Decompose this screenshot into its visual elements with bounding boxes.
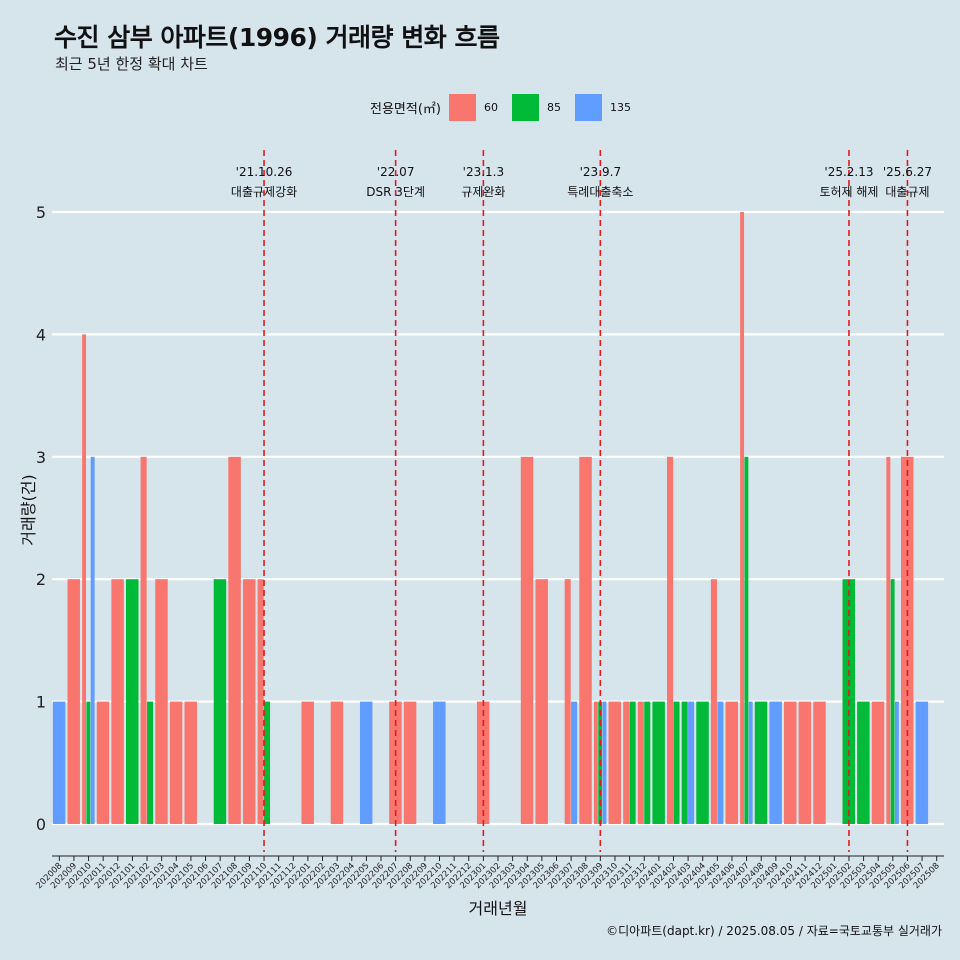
y-tick-label: 0 [36, 815, 46, 834]
source-caption: ©디아파트(dapt.kr) / 2025.08.05 / 자료=국토교통부 실… [606, 924, 942, 938]
bar-60-202504 [871, 701, 885, 824]
y-tick-label: 3 [36, 448, 46, 467]
bar-60-202307 [564, 579, 571, 824]
bar-135-202405 [717, 701, 724, 824]
bar-60-202103 [155, 579, 168, 824]
bar-60-202109 [242, 579, 256, 824]
legend-label-85: 85 [546, 100, 561, 114]
annotation-label: 토허제 해제 [819, 185, 878, 199]
annotation-date: '22.07 [377, 165, 415, 179]
bar-85-202101 [125, 579, 139, 824]
bar-135-202008 [52, 701, 66, 824]
annotation-date: '21.10.26 [236, 165, 293, 179]
bar-85-202407 [744, 456, 749, 824]
bar-60-202309 [593, 701, 598, 824]
y-tick-label: 4 [36, 325, 46, 344]
bar-85-202312 [644, 701, 651, 824]
bar-135-202010 [90, 456, 95, 824]
annotation-label: 대출규제 [885, 185, 929, 199]
bar-60-202012 [111, 579, 124, 824]
annotation-date: '25.6.27 [883, 165, 932, 179]
bar-60-202405 [710, 579, 717, 824]
bar-85-202503 [857, 701, 870, 824]
bar-85-202408 [754, 701, 768, 824]
annotation-date: '23.9.7 [580, 165, 621, 179]
annotation-label: 규제완화 [461, 185, 505, 199]
annotation-label: 특례대출축소 [567, 185, 633, 199]
bar-60-202102 [140, 456, 147, 824]
bar-60-202305 [535, 579, 548, 824]
bar-60-202310 [608, 701, 622, 824]
legend-item-85: 85 [511, 93, 569, 121]
legend-swatch-85 [511, 93, 539, 121]
bar-135-202407 [748, 701, 753, 824]
legend-swatch-60 [448, 93, 476, 121]
bar-60-202201 [301, 701, 314, 824]
bar-60-202110 [257, 579, 264, 824]
y-axis-title: 거래량(건) [19, 474, 38, 545]
bar-135-202505 [894, 701, 899, 824]
bar-60-202009 [67, 579, 80, 824]
bar-135-202507 [915, 701, 929, 824]
bar-85-202505 [890, 579, 895, 824]
bar-60-202407 [740, 212, 745, 824]
annotation-date: '25.2.13 [824, 165, 873, 179]
bar-85-202110 [264, 701, 271, 824]
bar-85-202311 [629, 701, 636, 824]
y-tick-label: 2 [36, 570, 46, 589]
bar-60-202411 [798, 701, 812, 824]
bar-135-202403 [688, 701, 695, 824]
bar-60-202308 [579, 456, 592, 824]
bar-60-202208 [403, 701, 417, 824]
bar-85-202403 [681, 701, 688, 824]
bar-60-202312 [637, 701, 644, 824]
chart-title: 수진 삼부 아파트(1996) 거래량 변화 흐름 [54, 23, 500, 52]
bar-135-202307 [571, 701, 578, 824]
bar-60-202505 [886, 456, 891, 824]
legend-swatch-135 [574, 93, 602, 121]
legend-label-60: 60 [483, 100, 498, 114]
bar-60-202203 [330, 701, 344, 824]
bar-60-202105 [184, 701, 197, 824]
bar-85-202402 [673, 701, 680, 824]
bar-60-202402 [667, 456, 674, 824]
bar-135-202309 [602, 701, 607, 824]
bar-60-202011 [96, 701, 110, 824]
legend-item-60: 60 [448, 93, 506, 121]
bar-135-202409 [769, 701, 782, 824]
legend-item-135: 135 [574, 93, 639, 121]
bar-135-202210 [433, 701, 446, 824]
bar-85-202107 [213, 579, 227, 824]
legend: 전용면적(㎡) 60 85 135 [370, 93, 645, 121]
annotation-label: DSR 3단계 [366, 185, 425, 199]
annotation-date: '23.1.3 [463, 165, 504, 179]
bar-85-202401 [652, 701, 665, 824]
y-tick-label: 1 [36, 693, 46, 712]
bar-60-202304 [520, 456, 534, 824]
legend-label-135: 135 [609, 100, 631, 114]
bar-60-202406 [725, 701, 739, 824]
bar-85-202102 [147, 701, 154, 824]
bar-135-202205 [359, 701, 373, 824]
bar-60-202104 [169, 701, 183, 824]
x-axis-title: 거래년월 [469, 899, 528, 918]
bar-60-202108 [228, 456, 241, 824]
bar-85-202010 [86, 701, 91, 824]
annotation-label: 대출규제강화 [231, 185, 297, 199]
y-tick-label: 5 [36, 203, 46, 222]
bar-85-202404 [696, 701, 709, 824]
legend-title: 전용면적(㎡) [370, 101, 441, 117]
bar-60-202311 [623, 701, 630, 824]
chart-subtitle: 최근 5년 한정 확대 차트 [55, 55, 208, 73]
bar-60-202010 [82, 334, 87, 824]
bar-60-202410 [784, 701, 797, 824]
bar-60-202412 [813, 701, 826, 824]
